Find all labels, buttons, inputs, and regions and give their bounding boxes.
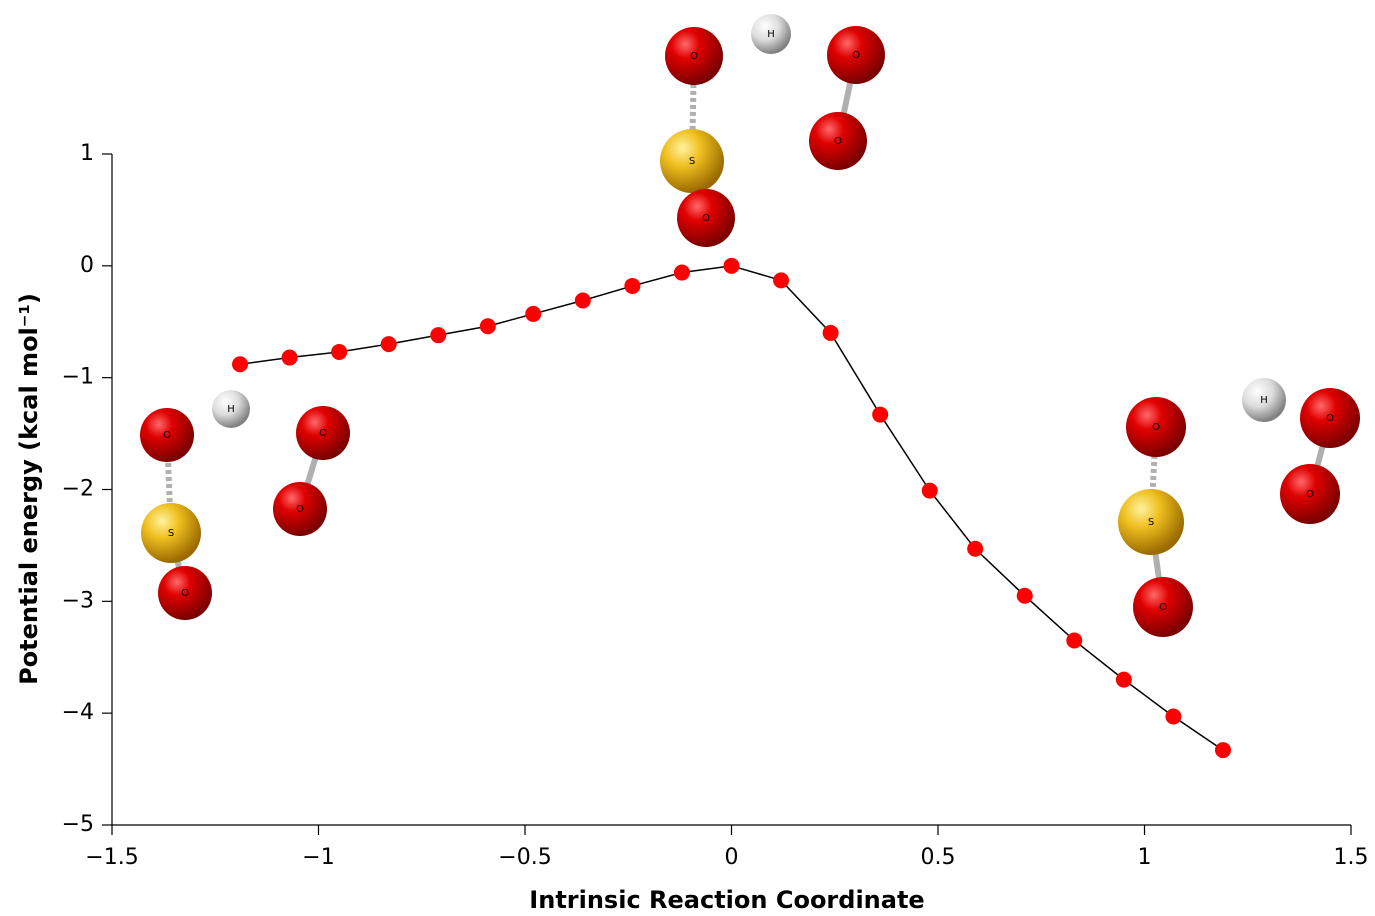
data-point (1115, 671, 1132, 688)
x-tick-label: −1.5 (85, 845, 138, 870)
atom (212, 390, 250, 428)
atom-label: O (319, 428, 327, 439)
data-point (723, 257, 740, 274)
x-tick-label: 0 (725, 845, 739, 870)
atom-label: H (227, 404, 235, 415)
y-tick-label: −1 (62, 365, 94, 390)
molecule: O H O S O O (1118, 378, 1360, 637)
atom-label: S (689, 156, 695, 167)
atom (827, 26, 885, 84)
atom-label: O (1306, 489, 1314, 500)
data-point (281, 349, 298, 366)
data-point (380, 336, 397, 353)
atom (1126, 397, 1186, 457)
atom-label: O (852, 50, 860, 61)
x-tick-label: 0.5 (921, 845, 956, 870)
atom-label: H (767, 29, 775, 40)
atom (1133, 577, 1193, 637)
data-point (921, 482, 938, 499)
atom-label: O (181, 588, 189, 599)
data-point (822, 324, 839, 341)
atom (296, 406, 350, 460)
y-tick-label: 1 (80, 141, 94, 166)
y-tick-label: −3 (62, 588, 94, 613)
atom-label: O (296, 504, 304, 515)
y-tick-label: −2 (62, 477, 94, 502)
y-tick-label: −4 (62, 700, 94, 725)
data-point (624, 277, 641, 294)
x-tick-label: −1 (302, 845, 334, 870)
atom-label: O (163, 430, 171, 441)
molecule: O H O S O O (140, 390, 350, 620)
data-point (574, 292, 591, 309)
data-point (479, 318, 496, 335)
y-axis-label: Potential energy (kcal mol⁻¹) (15, 293, 43, 685)
atom-label: O (834, 136, 842, 147)
data-point (673, 264, 690, 281)
atom-label: S (1148, 517, 1154, 528)
atom (751, 14, 791, 54)
data-point (232, 356, 249, 373)
atom-label: O (690, 51, 698, 62)
atom (665, 27, 723, 85)
atom-label: O (1152, 422, 1160, 433)
molecule: O H O S O O (660, 14, 885, 247)
atom-label: O (702, 213, 710, 224)
data-point (967, 540, 984, 557)
y-tick-label: 0 (80, 253, 94, 278)
atom (141, 503, 201, 563)
x-tick-label: −0.5 (498, 845, 551, 870)
y-tick-label: −5 (62, 812, 94, 837)
data-point (1165, 708, 1182, 725)
data-point (1016, 587, 1033, 604)
atom (1118, 489, 1184, 555)
atom (809, 112, 867, 170)
data-point (773, 272, 790, 289)
atom (677, 189, 735, 247)
atom (1300, 388, 1360, 448)
atom (273, 482, 327, 536)
x-tick-label: 1 (1138, 845, 1152, 870)
data-point (872, 406, 889, 423)
x-axis-label: Intrinsic Reaction Coordinate (529, 886, 924, 914)
atom (1242, 378, 1286, 422)
data-point (1066, 632, 1083, 649)
atom-label: H (1260, 395, 1268, 406)
x-tick-label: 1.5 (1334, 845, 1369, 870)
data-point (331, 343, 348, 360)
atom (140, 408, 194, 462)
atom (660, 129, 724, 193)
atom-label: O (1159, 602, 1167, 613)
data-point (1214, 742, 1231, 759)
atom-label: S (168, 528, 174, 539)
data-point (525, 305, 542, 322)
atom (1280, 464, 1340, 524)
data-point (430, 327, 447, 344)
atom-label: O (1326, 413, 1334, 424)
atom (158, 566, 212, 620)
